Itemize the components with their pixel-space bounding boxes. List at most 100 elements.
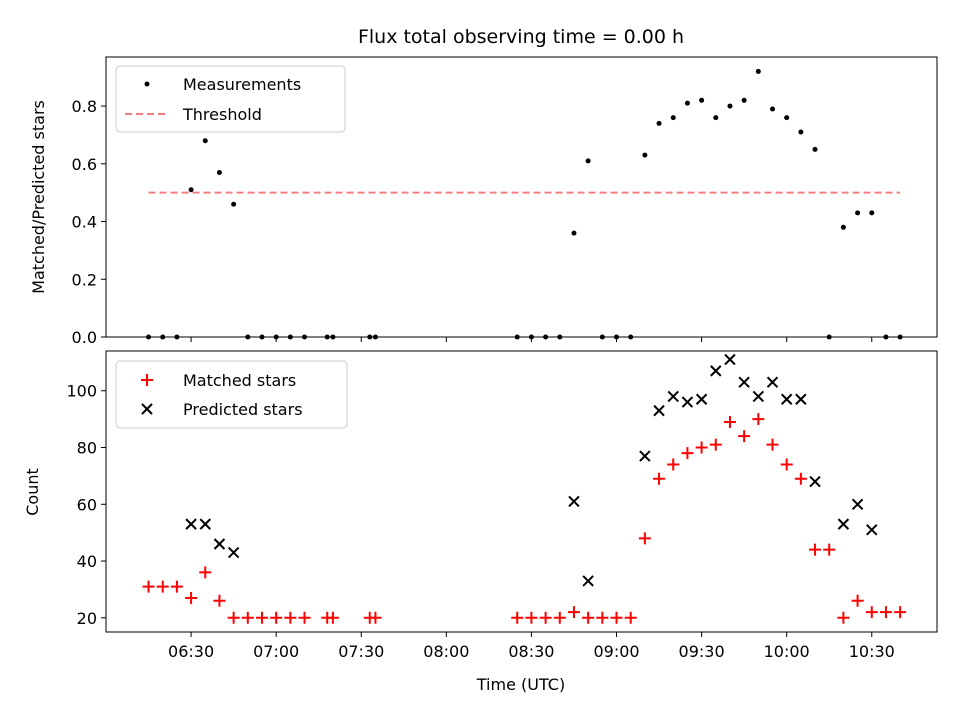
matched-star-point — [185, 591, 198, 604]
matched-star-point — [241, 611, 254, 624]
measurement-point — [840, 224, 846, 230]
matched-star-point — [809, 543, 822, 556]
matched-star-point — [681, 447, 694, 460]
matched-star-point — [894, 606, 907, 619]
matched-star-point — [851, 594, 864, 607]
matched-star-point — [270, 611, 283, 624]
matched-star-point — [553, 611, 566, 624]
matched-star-point — [582, 611, 595, 624]
predicted-star-point — [851, 498, 864, 510]
matched-star-point — [879, 606, 892, 619]
bottom-legend: Matched stars Predicted stars — [115, 360, 348, 429]
predicted-star-point — [866, 524, 878, 536]
measurement-point — [656, 120, 662, 126]
top-marks — [146, 68, 903, 340]
measurement-point — [585, 158, 591, 164]
legend-matched-label: Matched stars — [183, 371, 296, 390]
measurement-point — [684, 100, 690, 106]
predicted-star-point — [695, 393, 708, 405]
top-legend: Measurements Threshold — [115, 65, 346, 133]
matched-star-point — [156, 580, 169, 593]
matched-star-point — [752, 413, 765, 426]
measurement-point — [755, 68, 761, 74]
bottom-y-ticks: 20 40 60 80 100 — [66, 382, 106, 628]
top-ytick-label: 0.8 — [72, 97, 97, 116]
matched-star-point — [695, 441, 708, 454]
matched-star-point — [709, 438, 722, 451]
measurement-point — [699, 97, 705, 103]
top-legend-box — [115, 65, 346, 133]
matched-star-point — [738, 430, 751, 443]
matched-star-point — [837, 611, 850, 624]
legend-threshold-label: Threshold — [182, 105, 262, 124]
measurement-point — [571, 230, 577, 236]
matched-star-point — [199, 566, 212, 579]
matched-star-point — [213, 594, 226, 607]
top-panel: 0.00.20.40.60.8 Matched/Predicted stars … — [29, 56, 938, 347]
predicted-star-point — [795, 393, 807, 405]
matched-star-point — [596, 611, 609, 624]
measurement-point — [869, 210, 875, 216]
matched-star-point — [766, 438, 779, 451]
predicted-star-point — [639, 450, 651, 462]
top-ytick-label: 0.6 — [72, 155, 97, 174]
legend-measurements-marker — [144, 81, 150, 87]
matched-star-point — [227, 611, 240, 624]
predicted-star-point — [681, 396, 694, 408]
predicted-star-point — [582, 575, 594, 587]
bottom-ytick-label: 100 — [66, 382, 97, 401]
predicted-star-point — [724, 353, 736, 366]
predicted-star-point — [809, 475, 821, 488]
bottom-ytick-label: 60 — [77, 495, 97, 514]
bottom-xtick-label: 09:00 — [593, 642, 639, 661]
predicted-star-point — [227, 546, 240, 559]
x-axis-label: Time (UTC) — [476, 675, 565, 694]
matched-star-point — [667, 458, 680, 471]
bottom-marks — [142, 353, 907, 624]
bottom-xtick-label: 08:00 — [423, 642, 469, 661]
bottom-x-ticks: 06:30 07:00 07:30 08:00 08:30 09:00 09:30 10:00… — [168, 632, 895, 661]
matched-star-point — [511, 611, 524, 624]
top-y-axis-label: Matched/Predicted stars — [29, 100, 48, 294]
top-ytick-label: 0.4 — [72, 213, 97, 232]
predicted-star-point — [780, 393, 793, 405]
bottom-legend-box — [115, 360, 348, 429]
matched-star-point — [284, 611, 297, 624]
bottom-xtick-label: 10:00 — [764, 642, 810, 661]
matched-star-point — [142, 580, 155, 593]
measurement-point — [784, 115, 790, 121]
bottom-xtick-label: 08:30 — [508, 642, 554, 661]
matched-star-point — [624, 611, 637, 624]
predicted-star-point — [667, 390, 679, 403]
matched-star-point — [823, 543, 836, 556]
measurement-point — [670, 115, 676, 121]
measurement-point — [727, 103, 733, 109]
bottom-y-axis-label: Count — [23, 468, 42, 516]
measurement-point — [713, 115, 719, 121]
measurement-point — [231, 201, 237, 207]
top-y-ticks: 0.0 0.2 0.4 0.6 0.8 — [72, 97, 106, 347]
matched-star-point — [170, 580, 183, 593]
measurement-point — [188, 187, 194, 193]
predicted-star-point — [199, 518, 211, 530]
bottom-xtick-label: 06:30 — [168, 642, 214, 661]
top-plot-frame — [105, 56, 938, 338]
matched-star-point — [326, 611, 339, 624]
top-ytick-label: 0.2 — [72, 270, 97, 289]
bottom-plot-frame — [105, 350, 938, 633]
predicted-star-point — [837, 518, 850, 530]
matched-star-point — [525, 611, 538, 624]
measurement-point — [855, 210, 861, 216]
predicted-star-point — [752, 390, 765, 403]
matched-star-point — [638, 532, 651, 545]
predicted-star-point — [213, 538, 226, 550]
matched-star-point — [794, 472, 807, 485]
legend-measurements-label: Measurements — [183, 75, 301, 94]
measurement-point — [798, 129, 804, 135]
legend-matched-marker — [141, 374, 153, 386]
chart-title: Flux total observing time = 0.00 h — [358, 26, 684, 48]
matched-star-point — [567, 606, 580, 619]
legend-predicted-marker — [141, 403, 153, 415]
matched-star-point — [723, 415, 736, 428]
